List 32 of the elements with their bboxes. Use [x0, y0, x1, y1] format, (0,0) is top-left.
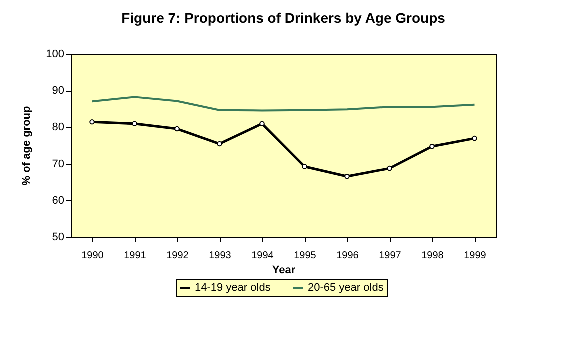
x-tick-label: 1998 — [422, 250, 444, 262]
x-tick-label: 1992 — [166, 250, 190, 262]
legend-label: 20-65 year olds — [308, 282, 384, 294]
line-series — [91, 96, 476, 112]
y-tick-label: 70 — [52, 158, 64, 170]
point — [430, 144, 435, 150]
x-tick-label: 1991 — [124, 250, 147, 262]
x-tick-label: 1996 — [336, 250, 360, 262]
point — [132, 121, 138, 127]
x-tick-label: 1999 — [464, 250, 487, 262]
point — [302, 164, 308, 170]
x-tick-label: 1997 — [379, 250, 402, 262]
chart-title: Figure 7: Proportions of Drinkers by Age Groups — [122, 10, 446, 26]
legend-label: 14-19 year olds — [195, 282, 272, 294]
x-tick-label: 1990 — [82, 250, 104, 262]
x-tick-label: 1994 — [252, 250, 274, 262]
point — [472, 136, 478, 142]
x-tick-label: 1995 — [294, 250, 317, 262]
y-tick-label: 60 — [52, 194, 64, 207]
x-axis-title: Year — [272, 264, 296, 276]
y-tick-label: 50 — [52, 232, 64, 244]
point — [260, 121, 265, 127]
y-tick-label: 100 — [46, 48, 64, 60]
point — [344, 174, 350, 180]
y-tick-label: 90 — [52, 85, 64, 98]
x-tick-label: 1993 — [209, 250, 232, 262]
y-tick-label: 80 — [52, 122, 64, 134]
point — [174, 126, 180, 132]
point — [217, 141, 222, 147]
point — [90, 119, 95, 125]
y-axis-title: % of age group — [21, 106, 34, 186]
point — [387, 166, 392, 172]
